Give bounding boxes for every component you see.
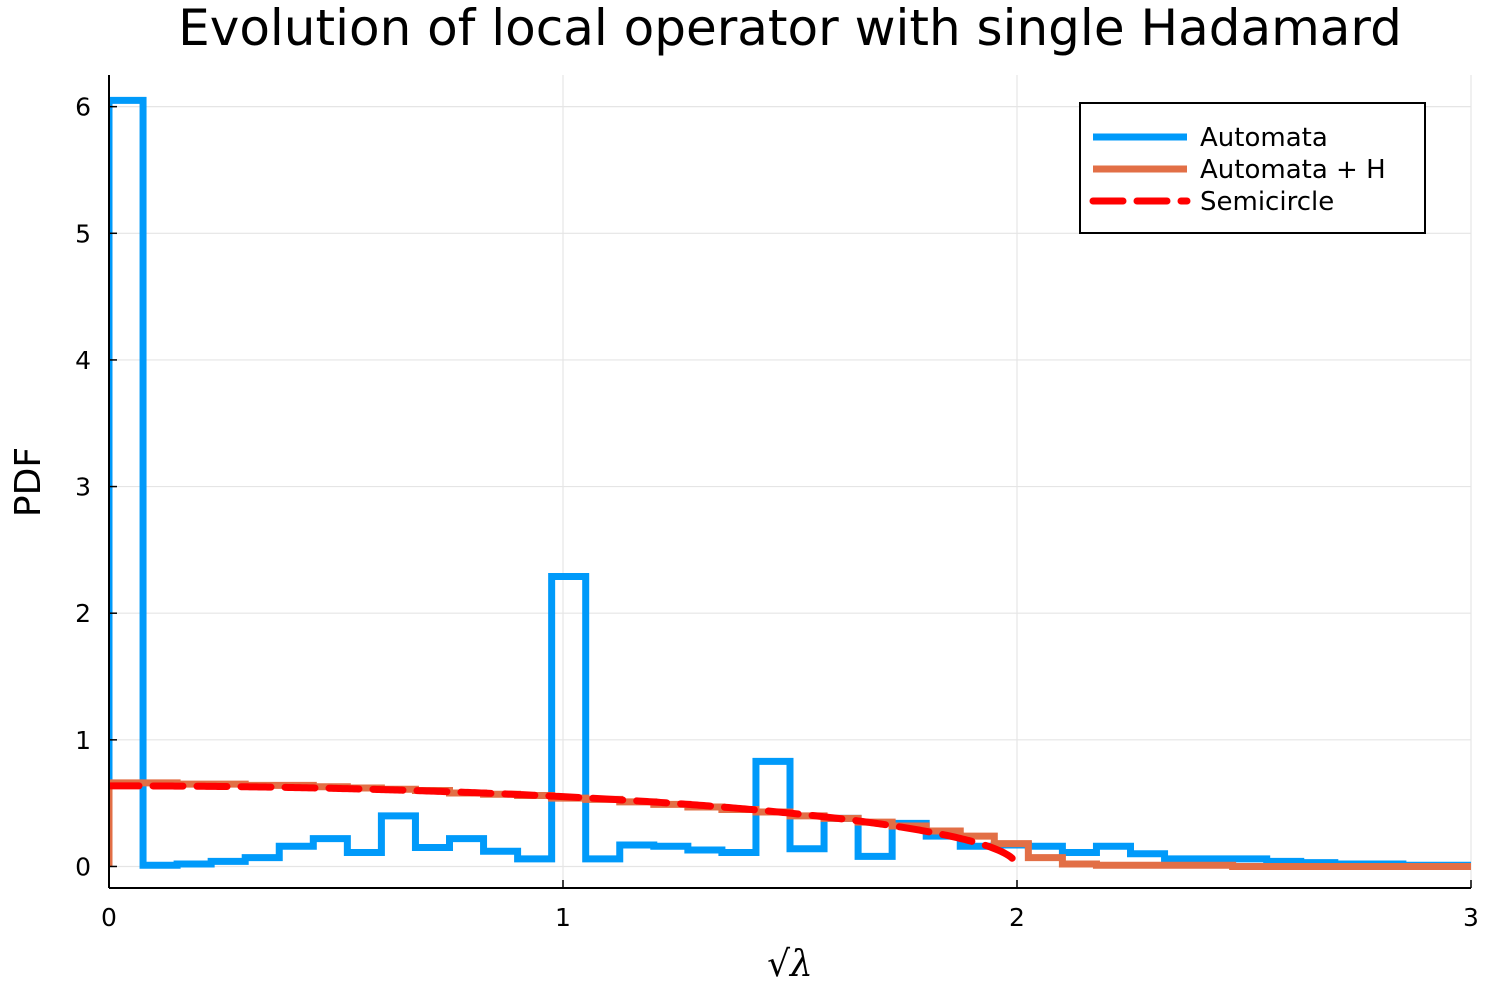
x-tick-label: 3 [1463,903,1479,932]
x-tick-label: 1 [555,903,571,932]
y-tick-label: 0 [75,852,91,881]
series-layer [109,96,1471,870]
series-semicircle [109,782,1021,870]
y-tick-label: 1 [75,726,91,755]
legend-label-automata: Automata [1200,123,1328,153]
x-axis-label: √λ [767,944,813,985]
legend-label-automata-h: Automata + H [1200,155,1386,185]
y-tick-label: 3 [75,473,91,502]
y-tick-label: 5 [75,219,91,248]
x-tick-label: 0 [101,903,117,932]
y-axis-label: PDF [8,447,49,517]
y-tick-label: 2 [75,599,91,628]
chart-title: Evolution of local operator with single … [178,0,1402,57]
x-tick-label: 2 [1009,903,1025,932]
legend-label-semicircle: Semicircle [1200,187,1334,217]
y-tick-label: 4 [75,346,91,375]
ticks: 0 1 2 3 0 1 2 3 4 5 6 [75,93,1479,932]
y-tick-label: 6 [75,93,91,122]
